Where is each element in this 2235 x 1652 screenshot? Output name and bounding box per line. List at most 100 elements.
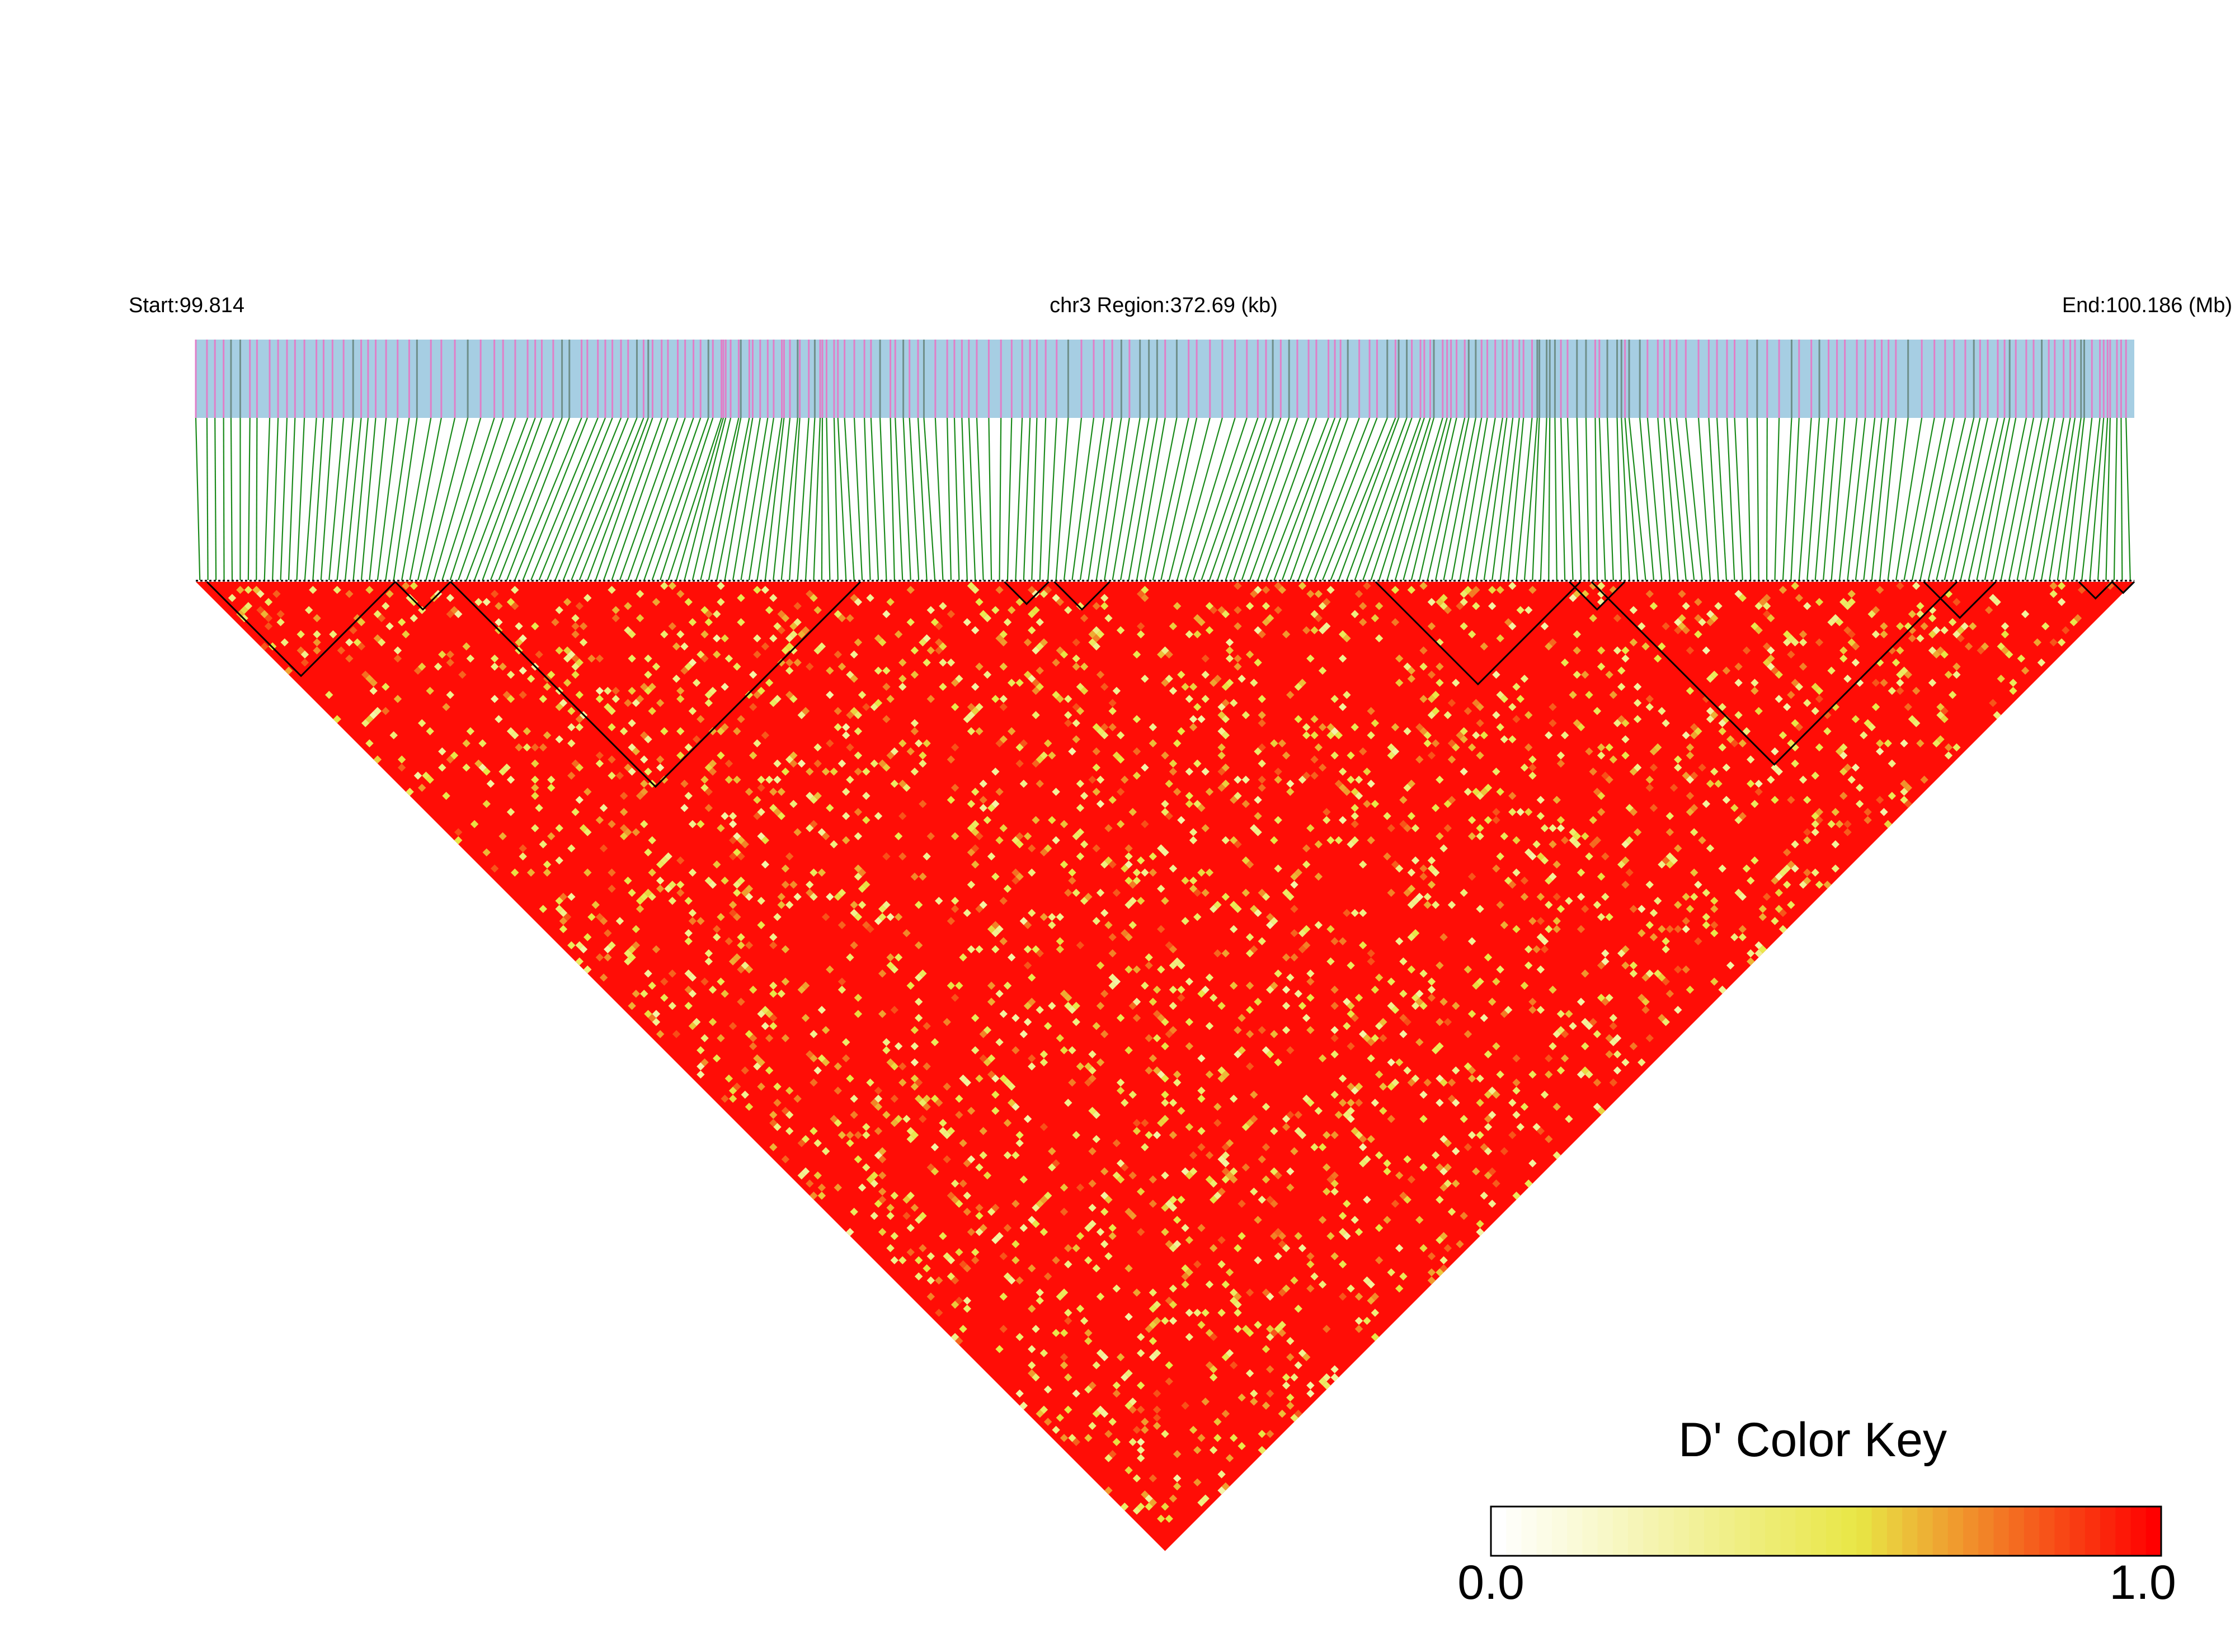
ld-cell xyxy=(999,1252,1008,1260)
ld-cell xyxy=(1682,892,1690,901)
ld-cell xyxy=(1286,690,1295,699)
ld-cell xyxy=(1161,1074,1169,1083)
ld-cell xyxy=(2009,686,2017,695)
snp-connector xyxy=(1386,417,1435,581)
ld-cell xyxy=(1952,597,1961,606)
ld-cell xyxy=(1694,937,1702,945)
ld-cell xyxy=(1152,985,1161,994)
ld-cell xyxy=(1136,897,1145,905)
ld-cell xyxy=(1556,1066,1565,1075)
ld-cell xyxy=(1152,1389,1161,1398)
ld-cell xyxy=(793,828,802,836)
ld-cell xyxy=(406,788,414,796)
ld-cell xyxy=(874,1094,883,1103)
ld-cell xyxy=(1068,1078,1076,1087)
ld-cell xyxy=(842,836,850,845)
ld-cell xyxy=(769,1110,778,1119)
ld-cell xyxy=(284,666,293,675)
ld-cell xyxy=(1019,1030,1028,1038)
ld-cell xyxy=(761,731,770,740)
ld-cell xyxy=(1403,1066,1411,1075)
ld-cell xyxy=(555,735,563,743)
ld-cell xyxy=(615,771,624,780)
ld-cell xyxy=(975,597,984,606)
ld-cell xyxy=(1379,1107,1387,1115)
snp-connector xyxy=(1338,417,1400,581)
ld-cell xyxy=(1851,763,1860,772)
snp-connector xyxy=(789,417,801,581)
ld-cell xyxy=(898,675,907,683)
color-key-step xyxy=(1551,1507,1568,1556)
ld-cell xyxy=(1710,929,1719,938)
ld-cell xyxy=(498,832,507,840)
snp-connector xyxy=(1136,417,1166,581)
ld-cell xyxy=(1718,985,1726,994)
ld-cell xyxy=(1847,597,1856,606)
ld-cell xyxy=(337,646,346,655)
ld-cell xyxy=(1767,775,1775,784)
ld-cell xyxy=(1064,1260,1072,1269)
snp-connector xyxy=(2089,417,2105,581)
haplotype-block xyxy=(1569,581,1626,611)
ld-cell xyxy=(1738,594,1747,603)
ld-cell xyxy=(1952,743,1961,752)
ld-cell xyxy=(1302,860,1311,869)
ld-cell xyxy=(1645,783,1654,792)
ld-cell xyxy=(1658,707,1666,716)
ld-cell xyxy=(813,743,822,752)
ld-cell xyxy=(910,1026,919,1034)
ld-cell xyxy=(1605,994,1613,1002)
ld-cell xyxy=(418,719,426,727)
ld-cell xyxy=(1043,1192,1052,1200)
ld-cell xyxy=(983,1026,992,1034)
ld-cell xyxy=(1141,675,1149,683)
ld-cell xyxy=(1185,977,1194,986)
ld-cell xyxy=(1258,783,1266,792)
ld-cell xyxy=(1124,965,1133,974)
ld-cell xyxy=(1674,965,1682,974)
ld-cell xyxy=(1476,905,1484,913)
ld-cell xyxy=(785,1086,794,1095)
ld-cell xyxy=(1787,901,1795,909)
ld-cell xyxy=(789,646,798,655)
ld-cell xyxy=(697,1070,705,1079)
ld-cell xyxy=(1536,1127,1545,1135)
ld-cell xyxy=(584,828,592,836)
ld-cell xyxy=(1338,816,1347,825)
ld-cell xyxy=(1310,626,1319,634)
ld-cell xyxy=(1023,921,1032,929)
ld-cell xyxy=(615,917,624,925)
ld-cell xyxy=(777,658,785,667)
ld-cell xyxy=(1314,590,1323,598)
ld-cell xyxy=(1282,985,1291,994)
ld-cell xyxy=(1330,1179,1339,1188)
ld-cell xyxy=(801,626,810,634)
ld-cell xyxy=(1088,775,1097,784)
ld-cell xyxy=(640,788,648,796)
snp-connector xyxy=(482,417,543,581)
ld-cell xyxy=(1460,735,1468,743)
snp-connector xyxy=(724,417,754,581)
ld-cell xyxy=(1028,1264,1036,1273)
ld-cell xyxy=(890,1256,899,1264)
ld-cell xyxy=(1205,973,1214,982)
ld-cell xyxy=(1318,1054,1327,1063)
ld-cell xyxy=(1306,1260,1315,1269)
ld-cell xyxy=(1108,796,1117,804)
ld-cell xyxy=(575,957,584,966)
ld-cell xyxy=(1476,977,1484,986)
ld-cell xyxy=(1597,912,1606,921)
ld-cell xyxy=(1524,945,1533,954)
ld-cell xyxy=(1007,953,1016,962)
snp-connector xyxy=(1992,417,2027,581)
snp-connector xyxy=(214,417,217,581)
ld-cell xyxy=(769,788,778,796)
ld-cell xyxy=(1092,747,1100,756)
ld-cell xyxy=(1751,856,1759,865)
ld-cell xyxy=(1545,1070,1553,1079)
ld-cell xyxy=(1254,658,1262,667)
ld-cell xyxy=(438,650,446,659)
ld-cell xyxy=(385,590,394,598)
ld-cell xyxy=(462,763,470,772)
ld-cell xyxy=(1100,1240,1109,1249)
